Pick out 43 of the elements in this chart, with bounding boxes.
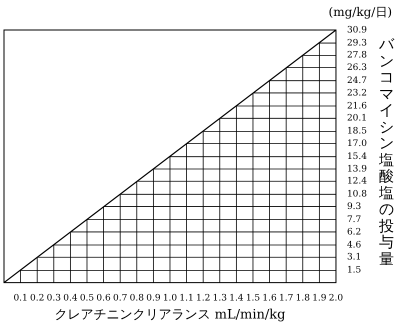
y-tick-label: 13.9 (346, 164, 368, 174)
x-tick-label: 1.5 (246, 293, 260, 304)
y-tick-label: 26.3 (346, 62, 368, 73)
y-tick-label: 24.7 (346, 76, 368, 86)
x-tick-label: 0.6 (96, 293, 112, 304)
y-tick-label: 18.5 (346, 126, 368, 137)
x-tick-label: 1.4 (229, 293, 244, 304)
y-tick-label: 4.6 (346, 240, 362, 250)
y-tick-label: 3.1 (346, 252, 362, 263)
x-tick-label: 1.1 (179, 293, 194, 304)
x-tick-label: 1.8 (296, 293, 310, 304)
x-tick-label: 0.4 (63, 293, 78, 304)
x-tick-label: 0.2 (30, 293, 44, 304)
y-tick-label: 1.5 (346, 266, 362, 276)
y-tick-label: 17.0 (346, 138, 368, 149)
y-tick-label: 12.4 (346, 176, 368, 187)
x-tick-label: 1.0 (162, 293, 178, 304)
text: (mg/kg/日) (328, 4, 392, 21)
x-tick-label: 1.9 (312, 293, 327, 304)
x-axis-title: クレアチニンクリアランス mL/min/kg (54, 308, 286, 323)
y-tick-label: 9.3 (346, 202, 362, 212)
y-tick-label: 23.2 (346, 88, 368, 98)
x-tick-label: 0.9 (146, 293, 161, 304)
y-tick-label: 20.1 (346, 114, 368, 124)
text: バンコマイシン塩酸塩の投与量 (379, 35, 394, 268)
x-tick-label: 0.8 (130, 293, 144, 304)
y-tick-label: 6.2 (346, 227, 362, 238)
y-tick-label: 29.3 (346, 38, 368, 48)
y-tick-label: 30.9 (346, 25, 368, 36)
x-tick-label: 1.2 (196, 293, 210, 304)
x-tick-label: 0.5 (80, 293, 94, 304)
x-tick-label: 1.3 (212, 293, 228, 304)
y-tick-label: 27.8 (346, 50, 368, 61)
x-tick-label: 1.6 (262, 293, 277, 304)
x-tick-label: 2.0 (328, 293, 344, 304)
x-tick-label: 0.1 (13, 293, 28, 304)
x-tick-label: 0.3 (46, 293, 62, 304)
y-tick-label: 7.7 (346, 215, 362, 225)
x-tick-label: 0.7 (113, 293, 128, 304)
y-tick-label: 10.8 (346, 190, 368, 200)
x-tick-label: 1.7 (279, 293, 294, 304)
y-tick-label: 21.6 (346, 101, 368, 112)
y-tick-label: 15.4 (346, 152, 368, 162)
